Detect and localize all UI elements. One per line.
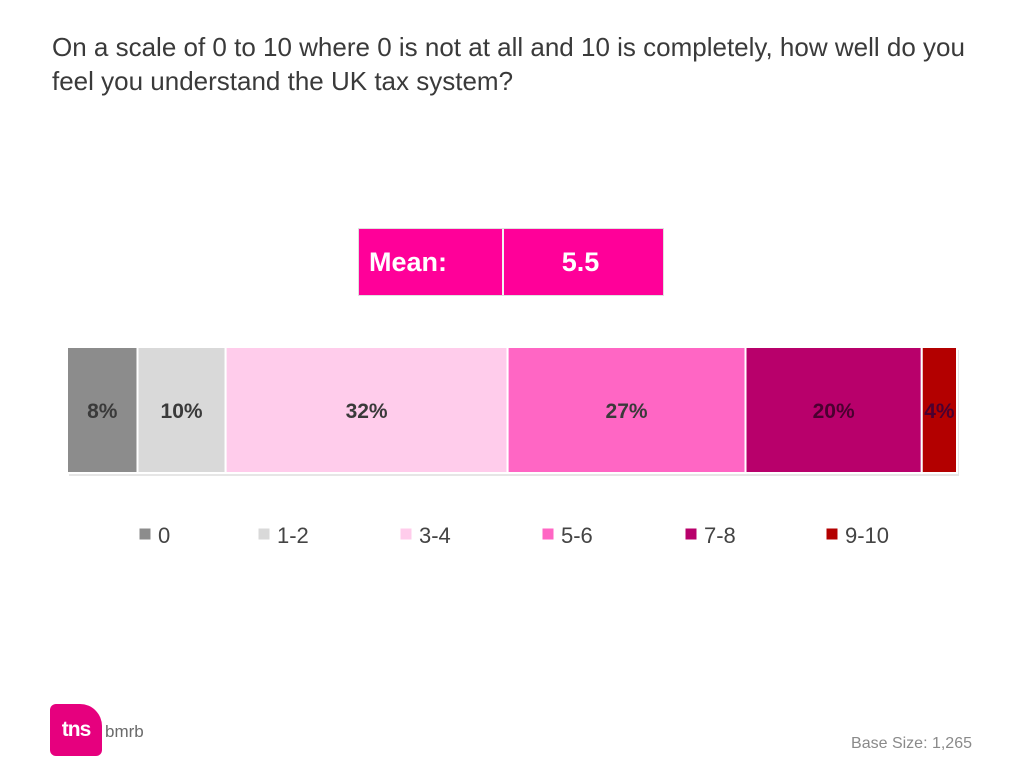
legend-label-2: 3-4 — [419, 523, 451, 548]
base-size-note: Base Size: 1,265 — [851, 735, 972, 752]
bar-segment-4 — [744, 346, 923, 474]
mean-label: Mean: — [359, 229, 504, 295]
data-label-5: 4% — [924, 400, 955, 423]
data-label-4: 20% — [813, 400, 855, 423]
data-label-0: 8% — [87, 400, 118, 423]
legend-swatch-0 — [138, 527, 152, 541]
chart-title: On a scale of 0 to 10 where 0 is not at … — [52, 32, 965, 96]
data-label-2: 32% — [346, 400, 388, 423]
legend-label-5: 9-10 — [845, 523, 889, 548]
legend-swatch-4 — [684, 527, 698, 541]
legend-label-4: 7-8 — [704, 523, 736, 548]
data-label-1: 10% — [161, 400, 203, 423]
legend-label-1: 1-2 — [277, 523, 309, 548]
logo-mark: tns — [50, 704, 102, 756]
legend-swatch-1 — [257, 527, 271, 541]
bar-segment-3 — [506, 346, 747, 474]
mean-box: Mean: 5.5 — [358, 228, 664, 296]
mean-value: 5.5 — [504, 229, 663, 295]
legend-swatch-3 — [541, 527, 555, 541]
legend-label-3: 5-6 — [561, 523, 593, 548]
data-label-3: 27% — [606, 400, 648, 423]
legend-label-0: 0 — [158, 523, 170, 548]
bar-segment-2 — [224, 346, 509, 474]
logo-subtext: bmrb — [105, 722, 144, 741]
legend-swatch-2 — [399, 527, 413, 541]
legend-swatch-5 — [825, 527, 839, 541]
tns-bmrb-logo: tns bmrb — [50, 704, 144, 756]
bar-segment-0 — [66, 346, 139, 474]
bar-segment-5 — [920, 346, 959, 474]
